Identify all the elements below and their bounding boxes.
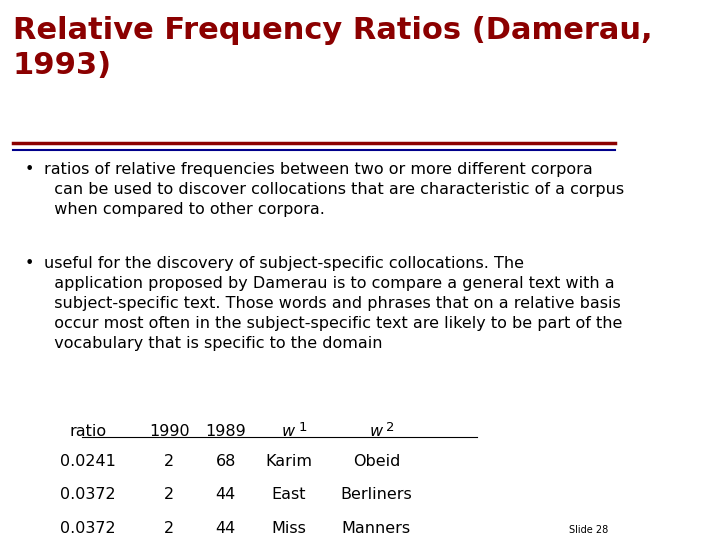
Text: 2: 2	[164, 454, 174, 469]
Text: Relative Frequency Ratios (Damerau,
1993): Relative Frequency Ratios (Damerau, 1993…	[12, 16, 652, 80]
Text: Berliners: Berliners	[341, 487, 413, 502]
Text: 68: 68	[215, 454, 236, 469]
Text: Obeid: Obeid	[353, 454, 400, 469]
Text: Karim: Karim	[265, 454, 312, 469]
Text: w: w	[282, 424, 295, 439]
Text: Miss: Miss	[271, 521, 306, 536]
Text: w: w	[370, 424, 383, 439]
Text: ratios of relative frequencies between two or more different corpora
  can be us: ratios of relative frequencies between t…	[44, 162, 624, 217]
Text: •: •	[25, 256, 35, 272]
Text: 1990: 1990	[149, 424, 189, 439]
Text: 2: 2	[164, 521, 174, 536]
Text: 1: 1	[298, 421, 307, 434]
Text: 0.0372: 0.0372	[60, 487, 116, 502]
Text: 2: 2	[164, 487, 174, 502]
Text: 2: 2	[386, 421, 395, 434]
Text: ratio: ratio	[69, 424, 107, 439]
Text: 44: 44	[216, 487, 236, 502]
Text: •: •	[25, 162, 35, 177]
Text: Manners: Manners	[342, 521, 411, 536]
Text: 0.0372: 0.0372	[60, 521, 116, 536]
Text: East: East	[271, 487, 306, 502]
Text: useful for the discovery of subject-specific collocations. The
  application pro: useful for the discovery of subject-spec…	[44, 256, 622, 350]
Text: 0.0241: 0.0241	[60, 454, 116, 469]
Text: 44: 44	[216, 521, 236, 536]
Text: 1989: 1989	[205, 424, 246, 439]
Text: Slide 28: Slide 28	[569, 524, 608, 535]
